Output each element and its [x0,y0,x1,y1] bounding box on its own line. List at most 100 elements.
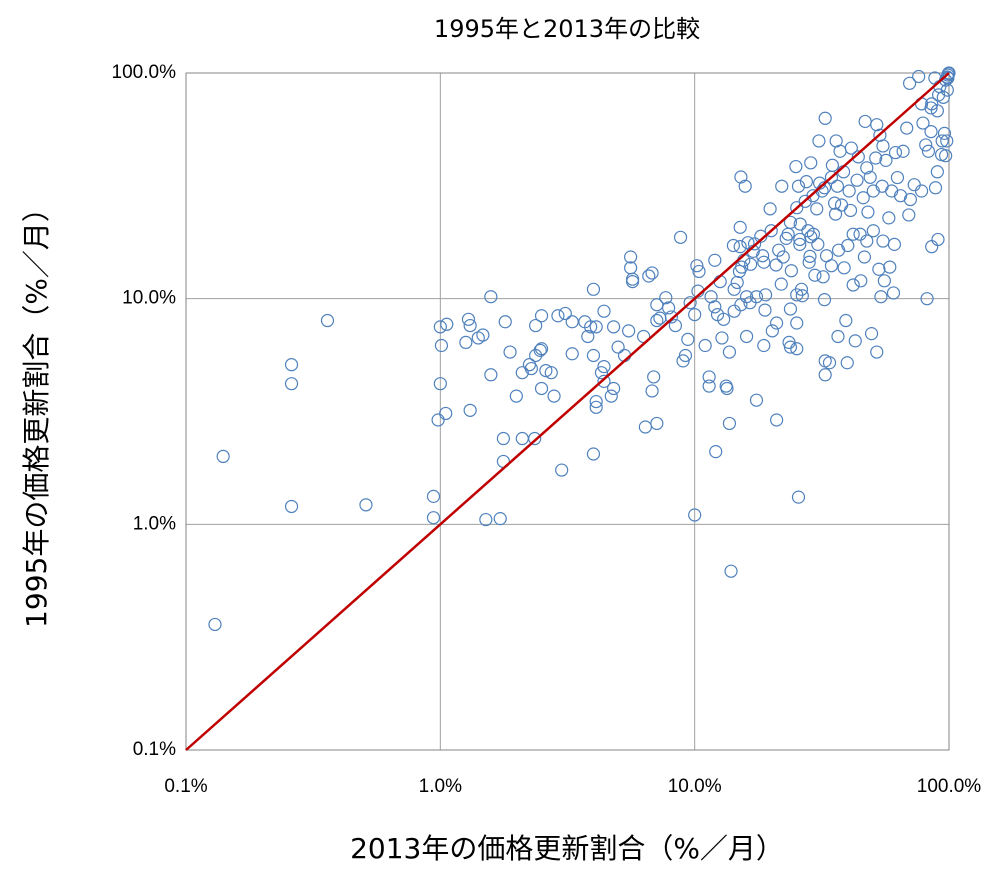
point [320,313,335,328]
point [524,361,538,376]
point [720,381,734,396]
point [928,181,943,195]
point [791,179,806,193]
chart-title: 1995年と2013年の比較 [434,15,700,43]
point [503,345,517,359]
point [586,447,601,461]
point [650,416,664,431]
point [770,316,784,330]
point [284,358,299,372]
point [896,144,910,158]
point [872,262,886,276]
point [528,431,542,446]
point [726,238,740,253]
point [715,331,729,345]
point [738,179,752,193]
reference-line [185,72,950,751]
point [857,250,872,264]
point [846,278,860,292]
point [653,311,667,325]
point [876,234,890,248]
point [781,227,795,241]
point [879,153,893,167]
point [463,403,477,417]
point [772,243,786,257]
point [858,114,872,129]
point [565,347,579,361]
point [763,202,777,216]
plot-border [185,72,950,751]
point [547,389,561,403]
point [426,511,441,525]
point [459,335,473,350]
point [734,170,748,184]
point [790,342,804,356]
point [589,400,603,414]
point [903,192,917,207]
point [708,253,722,267]
point [940,134,954,148]
point [846,227,860,241]
point [834,198,849,212]
point [866,224,880,238]
point [727,282,741,296]
point [930,165,944,179]
y-axis-title: 1995年の価格更新割合（%／月） [20,194,53,628]
point [935,134,949,148]
point [624,261,638,275]
point [565,315,579,329]
x-tick-label: 100.0% [917,776,982,797]
point [284,499,299,514]
point [662,301,676,315]
x-tick-label: 0.1% [164,776,207,797]
point [756,249,770,263]
point [611,340,625,354]
point [284,377,299,391]
point [810,202,824,216]
point [919,138,933,152]
point [903,76,917,90]
point [924,124,938,139]
point [534,342,549,356]
point [683,296,697,310]
point [463,318,477,333]
point [681,332,695,346]
point [594,366,609,380]
point [426,489,441,503]
point [439,406,453,421]
point [749,393,764,407]
point [664,310,678,324]
point [744,257,758,271]
point [795,289,809,303]
point [784,264,798,278]
point [937,126,952,140]
point [864,327,879,341]
point [802,255,816,269]
x-axis-title: 2013年の価格更新割合（%／月） [350,832,784,865]
point [758,303,772,317]
point [851,150,865,164]
point [625,272,640,286]
point [866,184,880,198]
point [709,445,723,459]
point [921,144,936,158]
point [830,179,844,193]
point [843,203,858,218]
point [860,234,874,248]
point [717,312,731,326]
point [493,512,507,526]
point [824,259,839,273]
point [558,306,572,321]
point [875,179,889,193]
point [828,207,843,221]
point [659,291,673,305]
point [783,215,798,229]
point [216,449,230,464]
point [931,232,945,247]
point [848,334,862,348]
point [914,184,929,198]
point [757,255,771,269]
point [730,275,744,290]
point [645,384,659,398]
point [774,277,788,291]
